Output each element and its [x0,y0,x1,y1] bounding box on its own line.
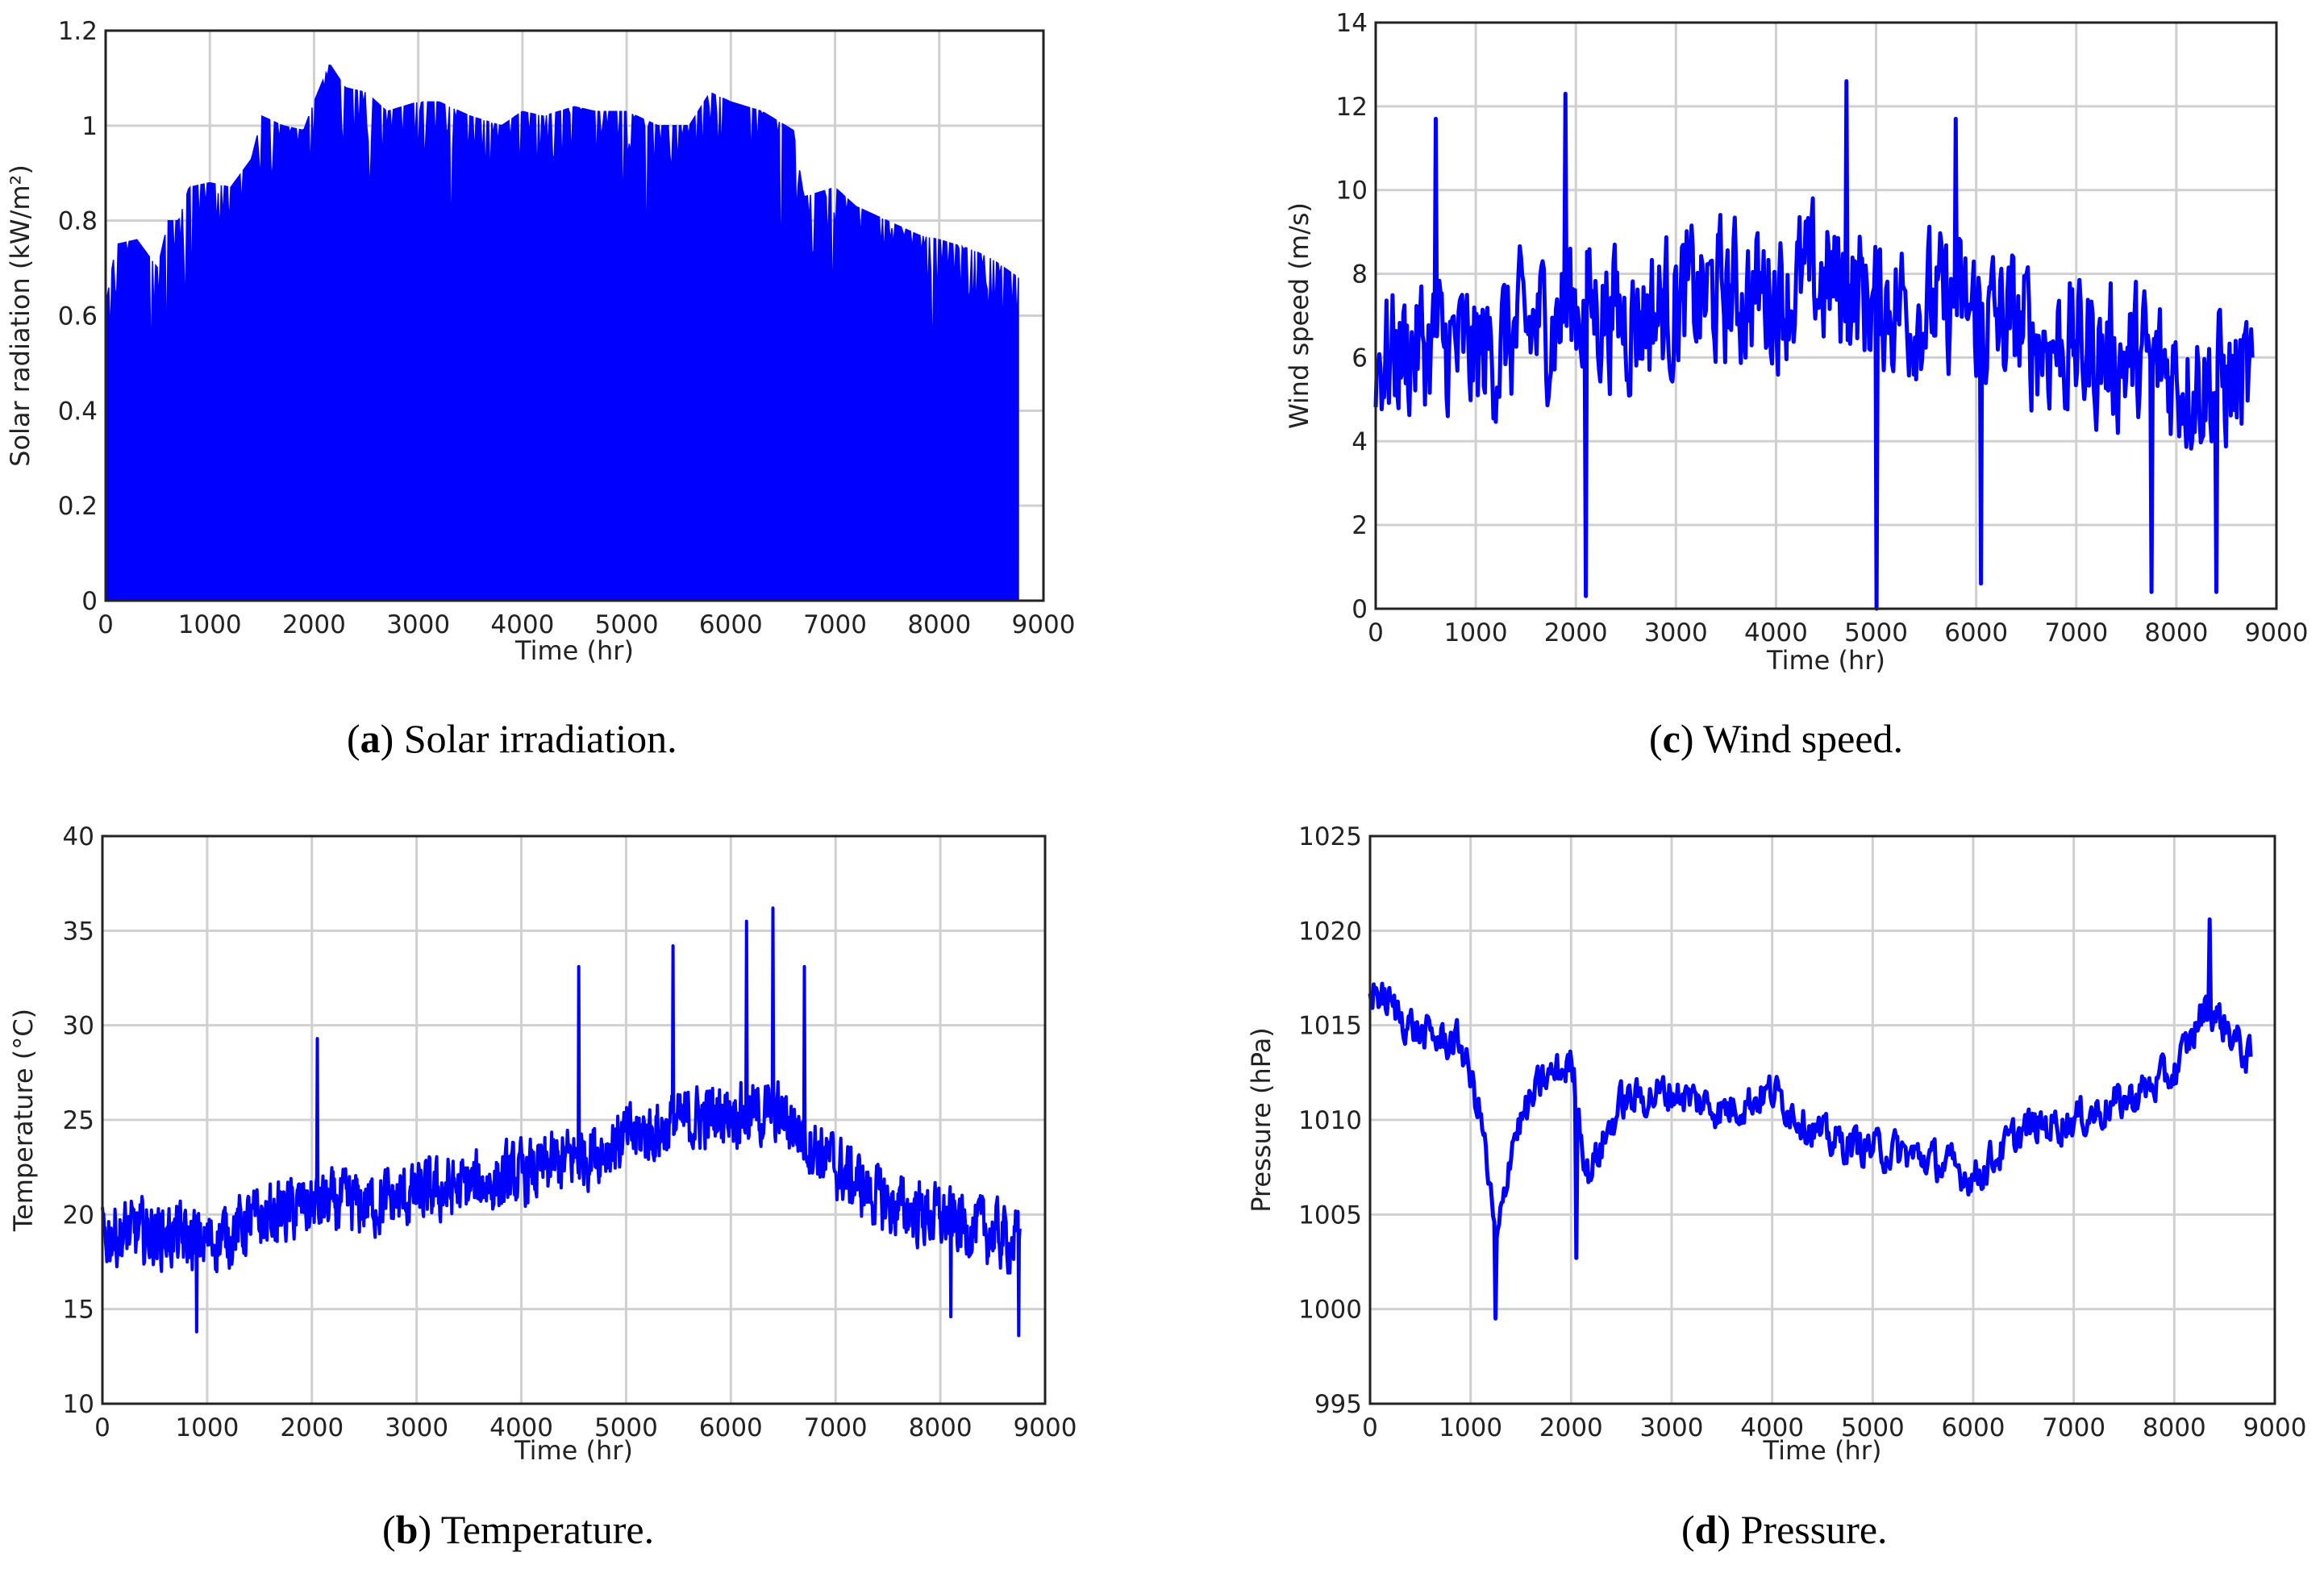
x-tick-label: 4000 [490,610,554,639]
x-tick-label: 7000 [2044,618,2108,647]
y-tick-label: 1 [81,112,98,141]
y-tick-label: 1005 [1298,1201,1362,1230]
y-tick-label: 0.4 [58,397,98,426]
caption-d: (d) Pressure. [1681,1507,1888,1552]
plot-frame [101,834,1047,1405]
y-tick-label: 0 [1352,595,1368,624]
x-tick-label: 8000 [2144,618,2208,647]
x-tick-label: 6000 [699,1413,763,1442]
y-tick-label: 30 [63,1012,94,1041]
x-tick-label: 5000 [1841,1413,1905,1442]
x-tick-label: 0 [98,610,114,639]
x-tick-label: 1000 [1444,618,1508,647]
x-tick-label: 8000 [2143,1413,2206,1442]
x-tick-label: 7000 [804,1413,868,1442]
y-tick-label: 6 [1352,343,1368,372]
x-axis-label: Time (hr) [1766,645,1885,676]
x-tick-label: 5000 [1844,618,1908,647]
x-tick-label: 2000 [280,1413,344,1442]
x-tick-label: 0 [1368,618,1384,647]
x-tick-label: 5000 [594,1413,658,1442]
y-tick-label: 10 [1336,177,1368,206]
plot-frame [104,29,1045,602]
y-tick-label: 12 [1336,93,1368,122]
chart-b: 0 1000 2000 3000 4000 5000 6000 7000 8000 9000 10 1… [8,822,1077,1466]
y-tick-label: 2 [1352,511,1368,540]
x-tick-label: 0 [1362,1413,1378,1442]
caption-a: (a) Solar irradiation. [347,716,677,761]
x-tick-label: 7000 [2042,1413,2105,1442]
y-tick-label: 1.2 [58,17,98,46]
y-axis-label: Pressure (hPa) [1246,1027,1277,1213]
x-tick-label: 2000 [1544,618,1608,647]
x-tick-label: 8000 [907,610,971,639]
plot-frame [1374,21,2278,610]
y-axis-label: Solar radiation (kW/m²) [5,164,35,467]
x-tick-label: 9000 [2243,1413,2307,1442]
x-tick-label: 2000 [1539,1413,1603,1442]
y-tick-label: 15 [63,1296,94,1325]
y-tick-label: 35 [63,917,94,946]
x-tick-label: 3000 [1640,1413,1704,1442]
x-tick-label: 3000 [385,1413,448,1442]
y-tick-label: 0.6 [58,302,98,331]
x-tick-label: 1000 [1439,1413,1502,1442]
x-tick-label: 9000 [2245,618,2309,647]
y-tick-label: 14 [1336,9,1368,38]
x-tick-label: 8000 [909,1413,972,1442]
y-tick-label: 8 [1352,260,1368,289]
y-tick-label: 995 [1314,1390,1362,1419]
chart-d: 0 1000 2000 3000 4000 5000 6000 7000 8000 9000 995… [1246,822,2306,1466]
caption-b: (b) Temperature. [382,1507,655,1552]
caption-c: (c) Wind speed. [1649,716,1904,761]
x-tick-label: 7000 [803,610,867,639]
x-axis-label: Time (hr) [514,635,634,666]
chart-a: 0 1000 2000 3000 4000 5000 6000 7000 8000 9000 0 0.… [5,17,1075,666]
y-tick-label: 4 [1352,427,1368,456]
x-tick-label: 4000 [489,1413,553,1442]
x-tick-label: 4000 [1740,1413,1804,1442]
x-tick-label: 1000 [175,1413,239,1442]
y-tick-label: 25 [63,1106,94,1135]
y-tick-label: 1025 [1298,822,1362,851]
x-tick-label: 6000 [1944,618,2008,647]
y-tick-label: 1015 [1298,1012,1362,1041]
y-axis-label: Wind speed (m/s) [1284,202,1314,429]
x-tick-label: 5000 [595,610,659,639]
x-axis-label: Time (hr) [1763,1435,1882,1466]
plot-frame [1368,834,2276,1405]
y-tick-label: 10 [63,1390,94,1419]
y-tick-label: 0.2 [58,492,98,521]
y-tick-label: 40 [63,822,94,851]
x-tick-label: 9000 [1014,1413,1077,1442]
series-area [105,64,1019,601]
x-tick-label: 0 [94,1413,110,1442]
y-tick-label: 1020 [1298,917,1362,946]
y-tick-label: 20 [63,1201,94,1230]
series-line [1368,917,2253,1321]
series-line [1373,79,2255,611]
x-tick-label: 6000 [1942,1413,2005,1442]
y-axis-label: Temperature (°C) [8,1009,39,1232]
x-tick-label: 6000 [699,610,763,639]
y-tick-label: 1010 [1298,1106,1362,1135]
y-tick-label: 0 [81,587,98,616]
x-tick-label: 3000 [1644,618,1708,647]
x-tick-label: 3000 [386,610,450,639]
y-tick-label: 0.8 [58,207,98,236]
x-tick-label: 9000 [1012,610,1076,639]
chart-c: 0 1000 2000 3000 4000 5000 6000 7000 8000 9000 0 2 4… [1284,9,2308,676]
x-axis-label: Time (hr) [514,1435,633,1466]
y-tick-label: 1000 [1298,1296,1362,1325]
x-tick-label: 2000 [282,610,346,639]
x-tick-label: 1000 [178,610,242,639]
series-line [101,906,1022,1338]
x-tick-label: 4000 [1744,618,1808,647]
